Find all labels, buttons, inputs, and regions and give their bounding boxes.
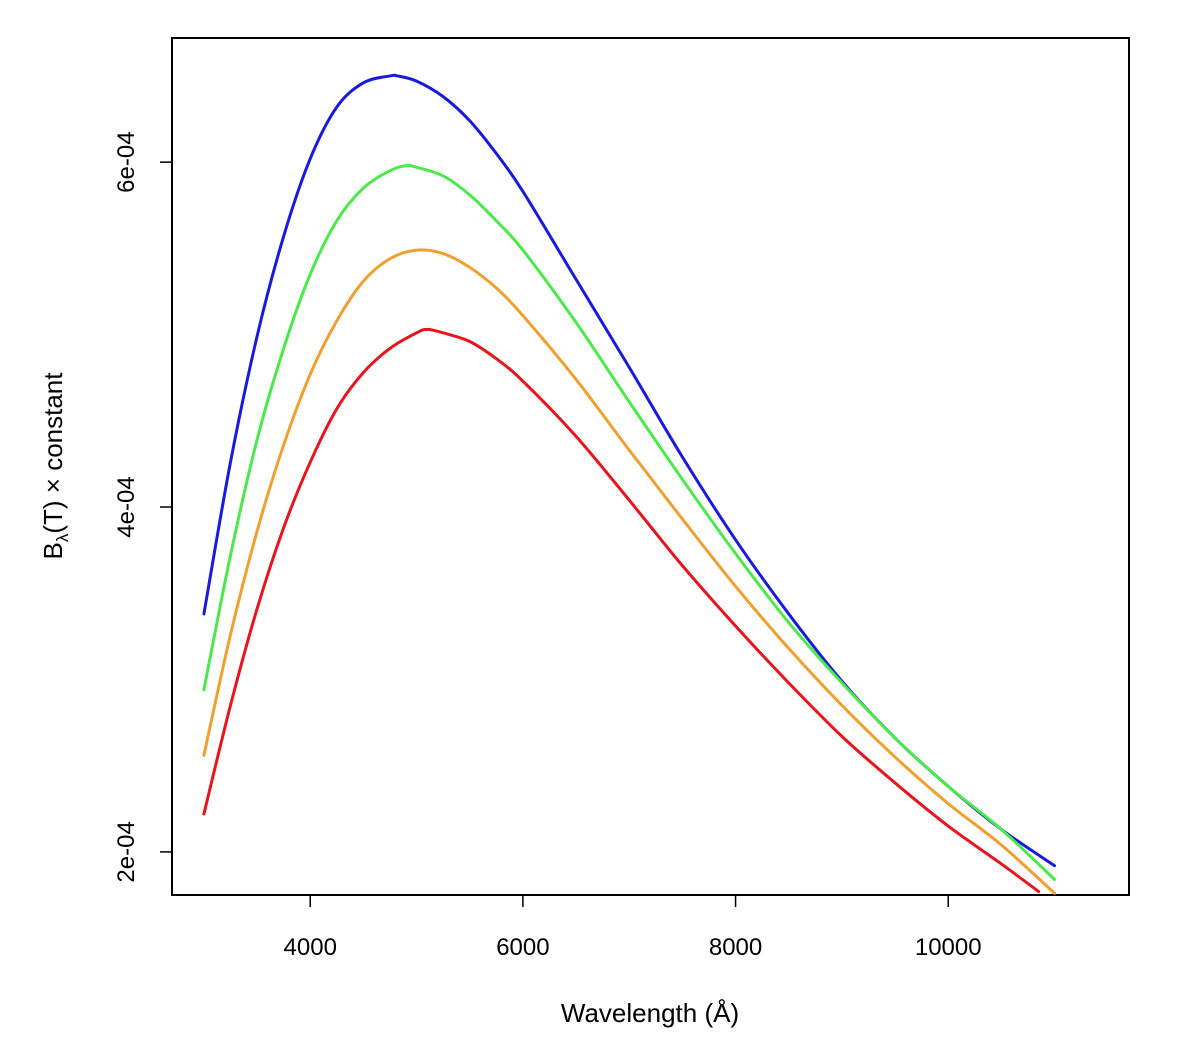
y-tick-label: 6e-04 — [113, 131, 140, 192]
y-axis-title-symbol: B — [38, 542, 68, 559]
x-axis: 4000 6000 8000 10000 — [284, 895, 982, 961]
series-layer — [202, 73, 1057, 895]
y-axis-title-rest: (T) × constant — [38, 372, 68, 534]
y-tick-label: 2e-04 — [113, 821, 140, 882]
series-line-1 — [202, 73, 1057, 868]
x-tick-label: 10000 — [915, 934, 982, 961]
y-axis-title: Bλ(T) × constant — [38, 372, 72, 560]
y-tick-label: 4e-04 — [113, 476, 140, 537]
series-line-2 — [202, 163, 1057, 881]
x-axis-title: Wavelength (Å) — [561, 998, 739, 1028]
x-tick-label: 6000 — [496, 934, 549, 961]
x-tick-label: 4000 — [284, 934, 337, 961]
series-line-3 — [202, 248, 1057, 895]
y-axis-title-subscript: λ — [53, 533, 72, 542]
y-axis: 2e-04 4e-04 6e-04 — [113, 131, 172, 883]
plot-frame — [171, 37, 1130, 896]
x-tick-label: 8000 — [709, 934, 762, 961]
series-line-4 — [202, 327, 1041, 894]
